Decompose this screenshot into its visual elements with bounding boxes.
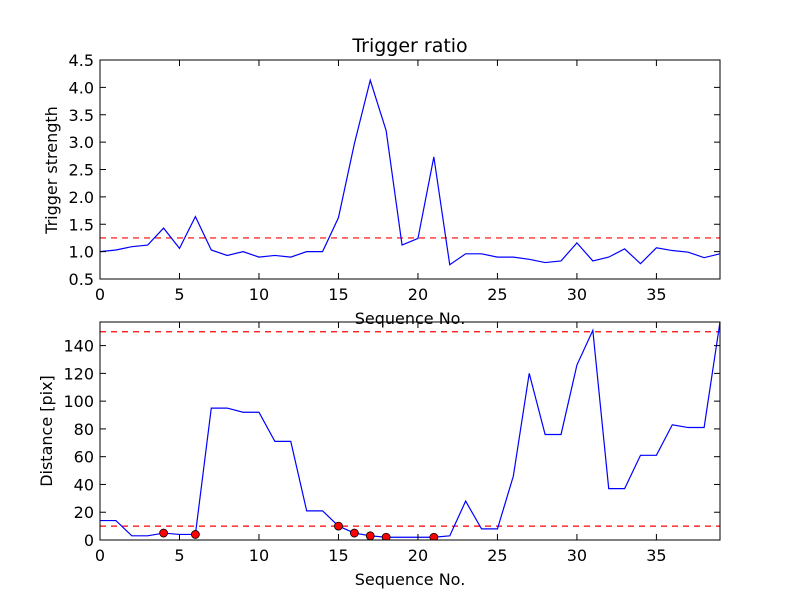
y-tick-label: 3.5 — [69, 106, 94, 125]
y-tick-label: 100 — [63, 392, 94, 411]
y-axis-label: Trigger strength — [42, 106, 61, 235]
data-layer — [100, 78, 720, 266]
x-tick-label: 20 — [408, 546, 428, 565]
y-tick-label: 40 — [74, 475, 94, 494]
y-tick-label: 140 — [63, 337, 94, 356]
y-tick-label: 120 — [63, 364, 94, 383]
detection-marker — [365, 531, 375, 540]
trigger-ratio-chart: Trigger ratio 0 5 10 15 20 25 30 35 0.5 1.0 1.5 2.0… — [42, 35, 721, 328]
y-tick-label: 2.5 — [69, 161, 94, 180]
distance-plot-area: 0 5 10 15 20 25 30 35 0 20 40 60 80 100 120 140 — [63, 321, 721, 565]
detection-marker — [190, 530, 200, 539]
detection-marker — [334, 521, 343, 531]
y-tick-label: 2.0 — [69, 188, 94, 207]
x-tick-label: 35 — [646, 285, 666, 304]
y-tick-label: 20 — [74, 503, 94, 522]
trigger-plot-area: 0 5 10 15 20 25 30 35 0.5 1.0 1.5 2.0 2.5 3.0 3.5 4.0 4.… — [69, 51, 721, 304]
x-tick-label: 0 — [95, 285, 105, 304]
x-axis-label: Sequence No. — [355, 570, 466, 589]
x-tick-label: 25 — [487, 546, 507, 565]
detection-marker — [349, 528, 359, 538]
y-tick-label: 80 — [74, 420, 94, 439]
x-tick-label: 30 — [567, 546, 587, 565]
detection-marker — [159, 528, 168, 538]
x-tick-label: 0 — [95, 546, 105, 565]
x-tick-label: 5 — [174, 285, 184, 304]
x-tick-label: 25 — [487, 285, 507, 304]
y-tick-label: 1.5 — [69, 215, 94, 234]
series-line — [100, 78, 720, 266]
x-tick-label: 35 — [646, 546, 666, 565]
series-line — [100, 322, 720, 538]
plot-frame — [99, 321, 721, 541]
y-tick-label: 4.0 — [69, 78, 94, 97]
y-tick-label: 4.5 — [69, 51, 94, 70]
detection-marker — [381, 532, 391, 540]
x-axis-label: Sequence No. — [355, 309, 466, 328]
x-tick-label: 5 — [174, 546, 184, 565]
chart-title: Trigger ratio — [351, 35, 467, 57]
y-tick-label: 0.5 — [69, 270, 94, 289]
y-tick-label: 60 — [74, 448, 94, 467]
x-tick-label: 10 — [249, 285, 269, 304]
x-tick-label: 20 — [408, 285, 428, 304]
y-tick-label: 3.0 — [69, 133, 94, 152]
x-tick-label: 15 — [328, 546, 348, 565]
data-layer — [100, 322, 720, 540]
x-tick-label: 30 — [567, 285, 587, 304]
y-tick-label: 1.0 — [69, 243, 94, 262]
y-tick-label: 0 — [84, 531, 94, 550]
y-axis-label: Distance [pix] — [37, 375, 56, 487]
detection-marker — [429, 532, 439, 540]
x-tick-label: 15 — [328, 285, 348, 304]
x-tick-label: 10 — [249, 546, 269, 565]
distance-chart: 0 5 10 15 20 25 30 35 0 20 40 60 80 100 120 140 Sequenc… — [37, 321, 721, 589]
